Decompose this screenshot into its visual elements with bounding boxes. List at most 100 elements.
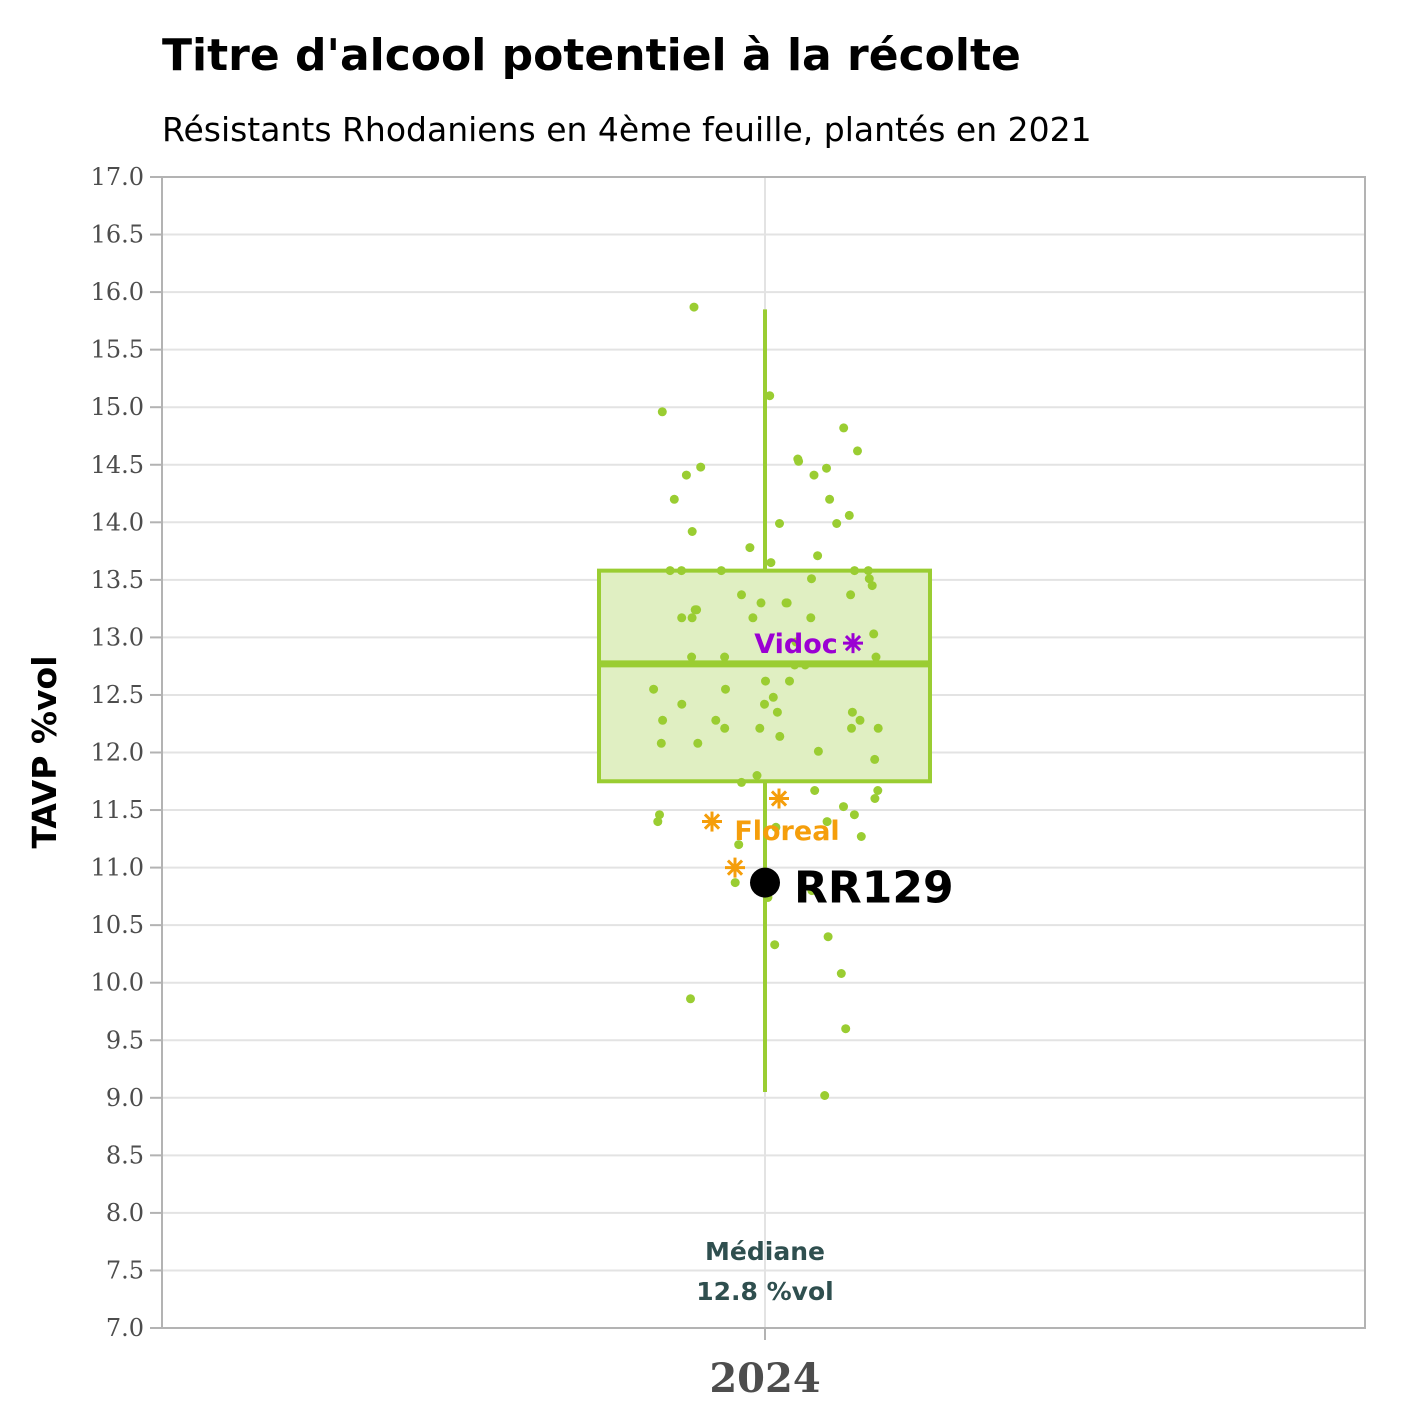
data-point: [687, 613, 697, 623]
data-point: [863, 566, 873, 576]
data-point: [734, 840, 744, 850]
y-tick-label: 7.0: [106, 1314, 144, 1342]
data-point: [737, 590, 746, 600]
data-point: [677, 566, 686, 576]
y-tick-label: 14.0: [91, 508, 144, 536]
chart-subtitle: Résistants Rhodaniens en 4ème feuille, p…: [162, 110, 1092, 149]
data-point: [823, 932, 833, 942]
y-tick-label: 13.5: [91, 566, 144, 594]
data-point: [669, 494, 679, 504]
y-tick-label: 15.0: [91, 393, 144, 421]
data-point: [657, 407, 667, 417]
data-point: [756, 598, 766, 608]
y-tick-label: 10.5: [91, 911, 144, 939]
data-point: [809, 470, 819, 480]
data-point: [766, 558, 776, 568]
data-point: [813, 551, 823, 561]
data-point: [665, 566, 675, 576]
data-point: [822, 817, 832, 827]
data-point: [760, 699, 769, 709]
data-point: [689, 302, 699, 312]
y-tick-label: 12.5: [91, 681, 144, 709]
y-tick-label: 16.0: [91, 278, 144, 306]
data-point: [768, 692, 778, 702]
reference-marker-vidoc: [843, 633, 863, 654]
data-point: [677, 699, 687, 709]
y-tick-label: 11.5: [91, 796, 144, 824]
data-point: [849, 810, 859, 820]
highlight-label: RR129: [794, 863, 954, 914]
y-axis: 7.0 7.5 8.0 8.5 9.0 9.5 10.0 10.5 11.0 11.5 12.0 12…: [91, 163, 766, 1342]
data-point: [785, 676, 794, 686]
data-point: [716, 566, 726, 576]
y-tick-label: 11.0: [91, 854, 144, 882]
reference-label-vidoc: Vidoc: [754, 629, 838, 660]
y-axis-label: TAVP %vol: [25, 655, 64, 848]
data-point: [855, 715, 865, 725]
data-point: [681, 470, 691, 480]
box-layer: [597, 309, 932, 1093]
data-point: [856, 832, 866, 841]
reference-points: Vidoc Floreal: [702, 629, 863, 878]
star-stroke: [844, 635, 862, 652]
data-point: [677, 613, 687, 623]
data-point: [839, 423, 849, 433]
data-point: [761, 676, 770, 686]
data-point: [775, 519, 784, 528]
star-stroke: [703, 813, 721, 830]
data-point: [771, 822, 781, 832]
data-point: [820, 1091, 830, 1100]
highlight-layer: RR129: [750, 863, 954, 914]
data-point: [692, 605, 702, 615]
y-tick-label: 8.0: [106, 1199, 144, 1227]
data-point: [867, 581, 877, 591]
data-point: [649, 684, 659, 694]
data-point: [653, 817, 663, 827]
data-point: [752, 771, 762, 780]
y-tick-label: 12.0: [91, 739, 144, 767]
reference-label-floreal: Floreal: [734, 816, 839, 847]
box-iqr: [597, 568, 932, 784]
data-point: [847, 707, 857, 717]
data-point: [847, 723, 856, 733]
data-point: [806, 613, 816, 623]
data-point: [822, 463, 831, 473]
data-point: [737, 777, 746, 787]
data-point: [687, 652, 697, 662]
data-point: [655, 810, 664, 820]
x-tick-label: 2024: [709, 1355, 820, 1402]
data-point: [790, 660, 800, 670]
data-point: [807, 886, 817, 896]
data-point: [745, 543, 755, 553]
data-point: [794, 456, 804, 466]
data-point: [853, 446, 862, 456]
y-tick-label: 8.5: [106, 1141, 144, 1169]
data-point: [846, 590, 856, 600]
data-point: [869, 629, 879, 639]
data-point: [656, 738, 666, 748]
data-point: [765, 391, 775, 401]
data-point: [696, 462, 706, 472]
data-point: [770, 940, 780, 950]
data-point: [730, 878, 740, 888]
data-point: [711, 715, 721, 725]
data-point: [870, 794, 880, 803]
data-point: [850, 566, 859, 576]
reference-marker-floreal: [702, 811, 722, 832]
y-tick-label: 17.0: [91, 163, 144, 191]
data-point: [870, 754, 880, 764]
data-point: [871, 652, 881, 662]
reference-marker-floreal: [725, 857, 745, 878]
data-point: [791, 637, 801, 647]
data-point: [813, 746, 823, 756]
data-point: [772, 707, 782, 717]
data-point: [864, 574, 874, 584]
data-point: [781, 598, 791, 608]
data-point: [658, 715, 668, 725]
data-point: [721, 684, 730, 694]
y-tick-label: 13.0: [91, 623, 144, 651]
y-tick-label: 9.5: [106, 1026, 144, 1054]
highlight-point: [750, 867, 780, 898]
data-point: [810, 786, 820, 795]
